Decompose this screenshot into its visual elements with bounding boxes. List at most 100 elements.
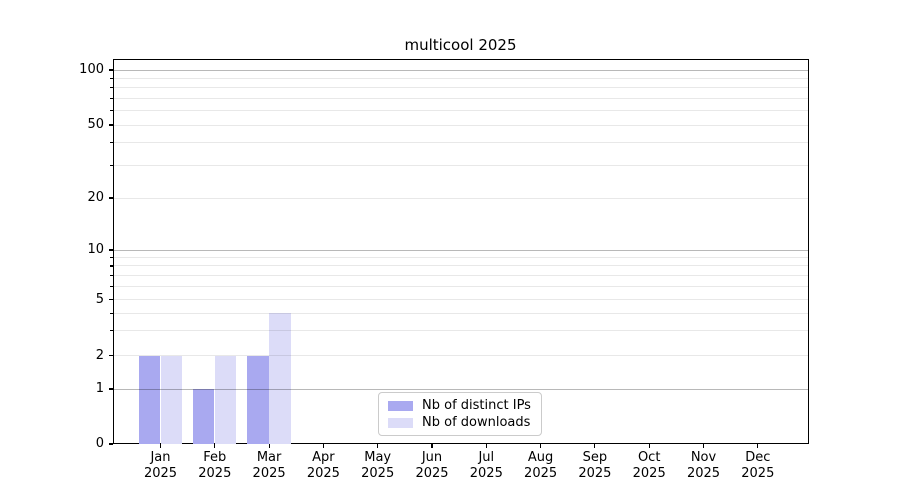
minor-gridline-y-6 [113,285,808,287]
x-tick-month: Mar [256,450,282,465]
x-tick-mark-apr [322,444,324,448]
y-minor-tick-mark-7 [110,274,113,277]
y-minor-tick-mark-4 [110,312,113,314]
minor-gridline-y-4 [113,312,808,314]
x-tick-label-aug: Aug 2025 [511,450,571,482]
x-tick-year: 2025 [252,466,286,481]
y-tick-label-2: 2 [95,347,104,363]
minor-gridline-y-8 [113,265,808,267]
x-tick-label-oct: Oct 2025 [619,450,679,482]
x-tick-label-nov: Nov 2025 [674,450,734,482]
y-minor-tick-mark-9 [110,257,113,259]
x-tick-label-jul: Jul 2025 [456,450,516,482]
x-tick-mark-feb [214,444,216,448]
x-tick-mark-nov [702,444,705,448]
gridline-y-100 [113,69,808,71]
x-tick-year: 2025 [686,466,721,481]
x-tick-year: 2025 [469,466,503,481]
chart-title: multicool 2025 [404,36,517,54]
x-tick-mark-jul [485,444,487,448]
x-tick-month: May [364,450,392,465]
gridline-y-5 [113,299,808,300]
x-tick-month: Jul [478,450,495,465]
x-tick-mark-mar [268,444,270,448]
legend: Nb of distinct IPs Nb of downloads [378,392,542,436]
legend-item-downloads: Nb of downloads [388,415,532,430]
bar-downloads-jan [160,355,183,444]
x-tick-label-mar: Mar 2025 [239,450,299,482]
legend-label-downloads: Nb of downloads [422,415,531,430]
minor-gridline-y-9 [113,257,808,259]
minor-gridline-y-80 [113,87,808,89]
y-minor-tick-mark-8 [110,265,113,267]
gridline-y-50 [113,124,808,126]
minor-gridline-y-7 [113,274,808,276]
y-tick-mark-100 [108,69,113,71]
minor-gridline-y-3 [113,330,808,332]
x-tick-mark-jan [159,444,162,448]
x-tick-year: 2025 [306,466,340,481]
y-tick-label-20: 20 [87,190,104,205]
y-tick-label-5: 5 [95,291,104,307]
x-tick-month: Feb [203,450,227,465]
legend-swatch-downloads [388,417,413,428]
y-tick-label-1: 1 [95,381,104,396]
bar-distinct-ips-mar [247,355,269,444]
legend-label-distinct-ips: Nb of distinct IPs [422,398,531,413]
y-minor-tick-mark-30 [110,165,113,167]
minor-gridline-y-30 [113,165,808,167]
y-minor-tick-mark-80 [110,87,113,89]
legend-item-distinct-ips: Nb of distinct IPs [388,398,532,413]
x-tick-label-jan: Jan 2025 [131,450,191,482]
x-tick-month: Jun [421,450,443,465]
minor-gridline-y-90 [113,77,808,79]
y-tick-mark-0 [108,443,113,445]
y-tick-mark-10 [108,249,113,251]
bar-downloads-feb [215,355,237,444]
y-tick-label-10: 10 [87,242,104,257]
bar-distinct-ips-jan [138,355,161,444]
y-tick-mark-20 [108,197,113,199]
x-tick-year: 2025 [143,466,178,481]
x-tick-mark-sep [594,444,596,448]
bar-distinct-ips-feb [193,389,215,444]
y-tick-label-0: 0 [95,436,104,451]
x-tick-mark-may [377,444,379,448]
minor-gridline-y-70 [113,97,808,99]
x-tick-year: 2025 [415,466,449,481]
x-tick-month: Oct [637,450,661,465]
y-tick-mark-2 [108,354,113,357]
x-tick-month: Apr [312,450,335,465]
x-tick-month: Dec [745,450,771,465]
x-tick-label-dec: Dec 2025 [728,450,788,482]
x-tick-month: Jan [150,450,171,465]
y-tick-mark-50 [108,124,113,126]
y-minor-tick-mark-40 [110,142,113,144]
x-tick-year: 2025 [632,466,666,481]
y-tick-mark-1 [108,388,113,390]
x-tick-label-apr: Apr 2025 [293,450,353,482]
y-minor-tick-mark-90 [110,77,113,80]
x-tick-month: Sep [582,450,608,465]
y-tick-label-100: 100 [79,62,104,77]
x-tick-label-jun: Jun 2025 [402,450,462,482]
y-minor-tick-mark-6 [110,285,113,288]
x-tick-month: Nov [690,450,717,465]
bar-downloads-mar [269,313,291,444]
x-tick-mark-oct [648,444,650,448]
x-tick-year: 2025 [524,466,558,481]
x-tick-mark-aug [540,444,542,448]
gridline-y-10 [113,249,808,251]
x-tick-label-feb: Feb 2025 [185,450,245,482]
y-minor-tick-mark-3 [110,330,113,332]
x-tick-label-sep: Sep 2025 [565,450,625,482]
gridline-y-1 [113,388,808,390]
minor-gridline-y-40 [113,142,808,144]
x-tick-year: 2025 [741,466,775,481]
y-minor-tick-mark-60 [110,110,113,112]
minor-gridline-y-60 [113,110,808,112]
legend-swatch-distinct-ips [388,400,413,411]
x-tick-year: 2025 [198,466,232,481]
x-tick-year: 2025 [578,466,612,481]
